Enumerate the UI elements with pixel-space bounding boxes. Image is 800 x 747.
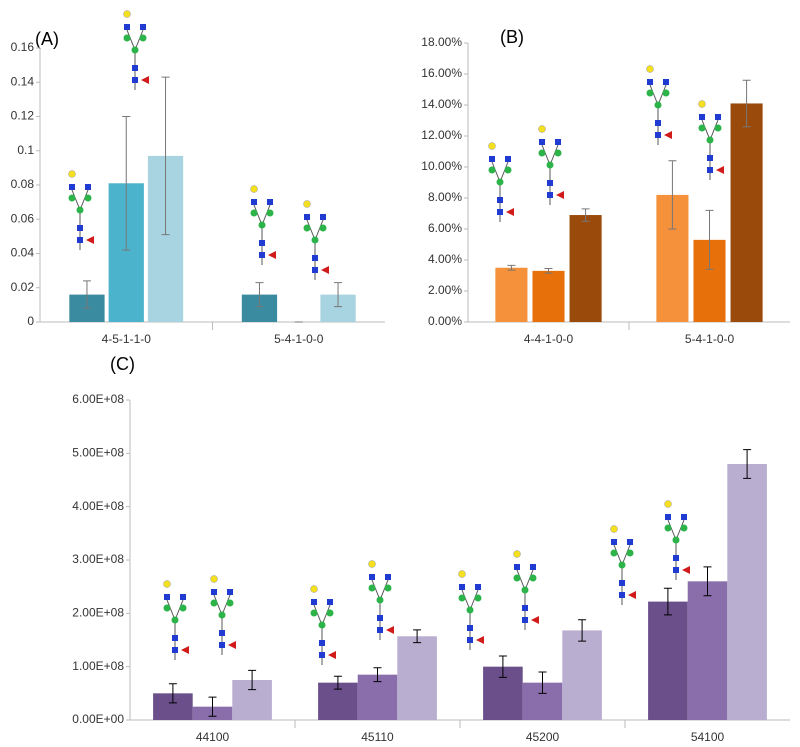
y-tick-label: 3.00E+08 xyxy=(72,552,124,566)
panel-label: (C) xyxy=(110,354,135,374)
y-tick-label: 0.04 xyxy=(11,246,35,260)
y-tick-label: 4.00E+08 xyxy=(72,499,124,513)
bar xyxy=(569,215,602,322)
y-tick-label: 1.00E+08 xyxy=(72,659,124,673)
x-tick-label: 5-4-1-0-0 xyxy=(274,332,324,346)
x-tick-label: 54100 xyxy=(691,730,725,744)
error-bar xyxy=(208,696,217,717)
y-tick-label: 10.00% xyxy=(421,159,462,173)
error-bar xyxy=(334,282,343,308)
error-bar xyxy=(498,655,507,678)
bar xyxy=(730,103,763,322)
y-tick-label: 8.00% xyxy=(428,190,462,204)
error-bar xyxy=(248,669,257,691)
y-tick-label: 14.00% xyxy=(421,97,462,111)
x-tick-label: 4-4-1-0-0 xyxy=(524,332,574,346)
error-bar xyxy=(161,76,170,236)
y-tick-label: 5.00E+08 xyxy=(72,446,124,460)
y-tick-label: 0.06 xyxy=(11,211,35,225)
error-bar xyxy=(663,587,672,616)
y-tick-label: 6.00E+08 xyxy=(72,392,124,406)
error-bar xyxy=(82,280,91,309)
y-tick-label: 4.00% xyxy=(428,252,462,266)
y-tick-label: 2.00% xyxy=(428,283,462,297)
y-tick-label: 18.00% xyxy=(421,35,462,49)
y-tick-label: 0.16 xyxy=(11,40,35,54)
error-bar xyxy=(373,667,382,683)
y-tick-label: 0.00% xyxy=(428,314,462,328)
y-tick-label: 0.14 xyxy=(11,74,35,88)
error-bar xyxy=(544,268,553,274)
panel-label: (B) xyxy=(500,27,524,47)
panel-label: (A) xyxy=(35,29,59,49)
y-tick-label: 0.1 xyxy=(17,143,34,157)
glycan-icons xyxy=(68,10,725,666)
error-bar xyxy=(122,116,131,251)
y-tick-label: 0.02 xyxy=(11,280,35,294)
y-tick-label: 0.08 xyxy=(11,177,35,191)
bar xyxy=(648,601,688,720)
x-tick-label: 45200 xyxy=(526,730,560,744)
error-bar xyxy=(705,209,714,270)
y-tick-label: 0 xyxy=(27,314,34,328)
x-tick-label: 4-5-1-1-0 xyxy=(102,332,152,346)
bar xyxy=(495,267,528,322)
y-tick-label: 16.00% xyxy=(421,66,462,80)
y-tick-label: 0.00E+00 xyxy=(72,712,124,726)
error-bar xyxy=(255,282,264,308)
bar xyxy=(687,581,728,720)
x-tick-label: 45110 xyxy=(361,730,394,744)
bar xyxy=(397,636,437,720)
y-tick-label: 2.00E+08 xyxy=(72,606,124,620)
bar xyxy=(532,270,565,322)
error-bar xyxy=(668,160,677,230)
y-tick-label: 6.00% xyxy=(428,221,462,235)
error-bar xyxy=(743,449,752,479)
error-bar xyxy=(538,671,547,694)
bar xyxy=(727,464,767,720)
error-bar xyxy=(507,264,516,271)
error-bar xyxy=(742,79,751,128)
error-bar xyxy=(578,619,587,642)
y-tick-label: 12.00% xyxy=(421,128,462,142)
error-bar xyxy=(333,675,342,690)
bar xyxy=(562,630,602,720)
x-tick-label: 44100 xyxy=(196,730,230,744)
error-bar xyxy=(703,566,712,597)
error-bar xyxy=(581,208,590,222)
y-tick-label: 0.12 xyxy=(11,109,35,123)
bar xyxy=(357,674,398,720)
error-bar xyxy=(413,629,422,644)
error-bar xyxy=(168,683,177,704)
x-tick-label: 5-4-1-0-0 xyxy=(685,332,735,346)
